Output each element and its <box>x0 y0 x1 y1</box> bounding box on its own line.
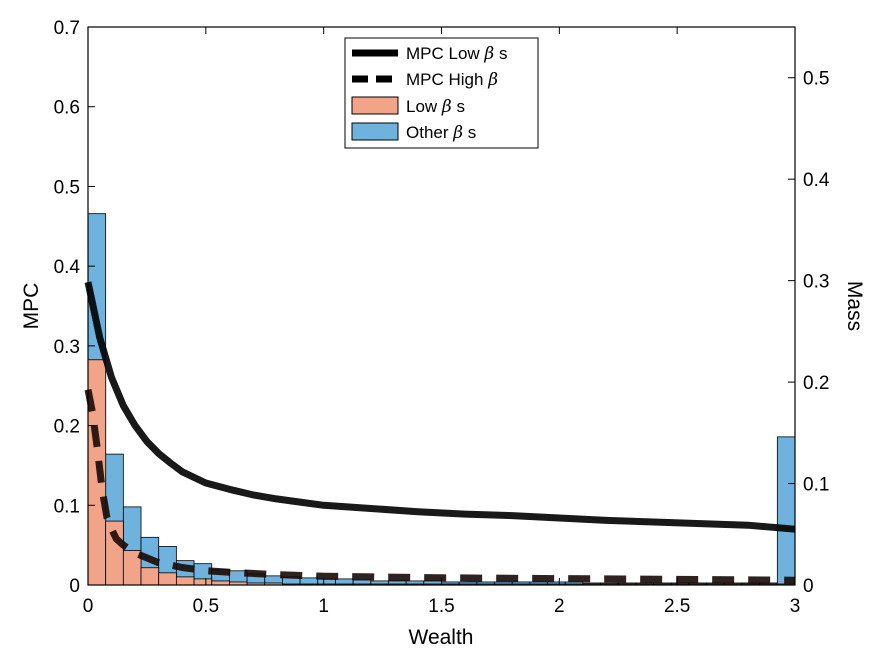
legend-item-low-beta: Low β s <box>406 97 465 117</box>
hist-bar-low-beta <box>158 572 177 586</box>
legend-item-mpc-low: MPC Low β s <box>406 44 507 64</box>
y-tick-label: 0.7 <box>54 18 80 39</box>
y2-tick-label: 0.4 <box>803 170 830 191</box>
y-tick-label: 0.3 <box>54 337 80 358</box>
y-tick-label: 0.2 <box>54 417 80 438</box>
hist-bar-low-beta <box>140 567 160 586</box>
legend-item-other-beta: Other β s <box>406 123 476 143</box>
y2-axis-label: Mass <box>843 281 866 331</box>
x-axis-label: Wealth <box>409 626 474 649</box>
hist-bar-other-beta <box>776 436 796 586</box>
y2-tick-label: 0.1 <box>803 475 829 496</box>
line-mpc-low-beta <box>84 281 796 533</box>
x-tick-label: 2 <box>554 596 565 617</box>
line-layer <box>84 281 796 584</box>
legend-item-mpc-high: MPC High β <box>406 70 498 90</box>
x-tick-label: 0 <box>83 596 94 617</box>
y-tick-label: 0.1 <box>54 496 80 517</box>
hist-bar-low-beta <box>175 576 195 586</box>
x-tick-label: 1 <box>318 596 329 617</box>
x-tick-label: 3 <box>790 596 801 617</box>
y-tick-label: 0.5 <box>54 177 80 198</box>
y2-tick-label: 0.3 <box>803 272 829 293</box>
x-tick-label: 0.5 <box>193 596 219 617</box>
y2-tick-label: 0.5 <box>803 69 829 90</box>
y-tick-label: 0.4 <box>54 257 81 278</box>
y-axis-label: MPC <box>20 283 43 330</box>
y-tick-label: 0 <box>69 576 80 597</box>
x-tick-label: 2.5 <box>664 596 690 617</box>
legend-swatch-other-beta <box>351 122 399 141</box>
y2-tick-label: 0.2 <box>803 373 829 394</box>
line-mpc-high-beta <box>84 389 796 584</box>
hist-bar-low-beta <box>193 578 213 586</box>
hist-bar-low-beta <box>211 580 230 586</box>
x-tick-label: 1.5 <box>428 596 454 617</box>
tick-layer: 0 0.5 1 1.5 2 2.5 300.10.20.30.40.50.60.700.10… <box>54 18 830 617</box>
legend-swatch-low-beta <box>351 96 399 115</box>
y-tick-label: 0.6 <box>54 98 80 119</box>
legend: MPC Low β s MPC High β Low β s Other β s <box>344 37 539 149</box>
y2-tick-label: 0 <box>803 576 814 597</box>
